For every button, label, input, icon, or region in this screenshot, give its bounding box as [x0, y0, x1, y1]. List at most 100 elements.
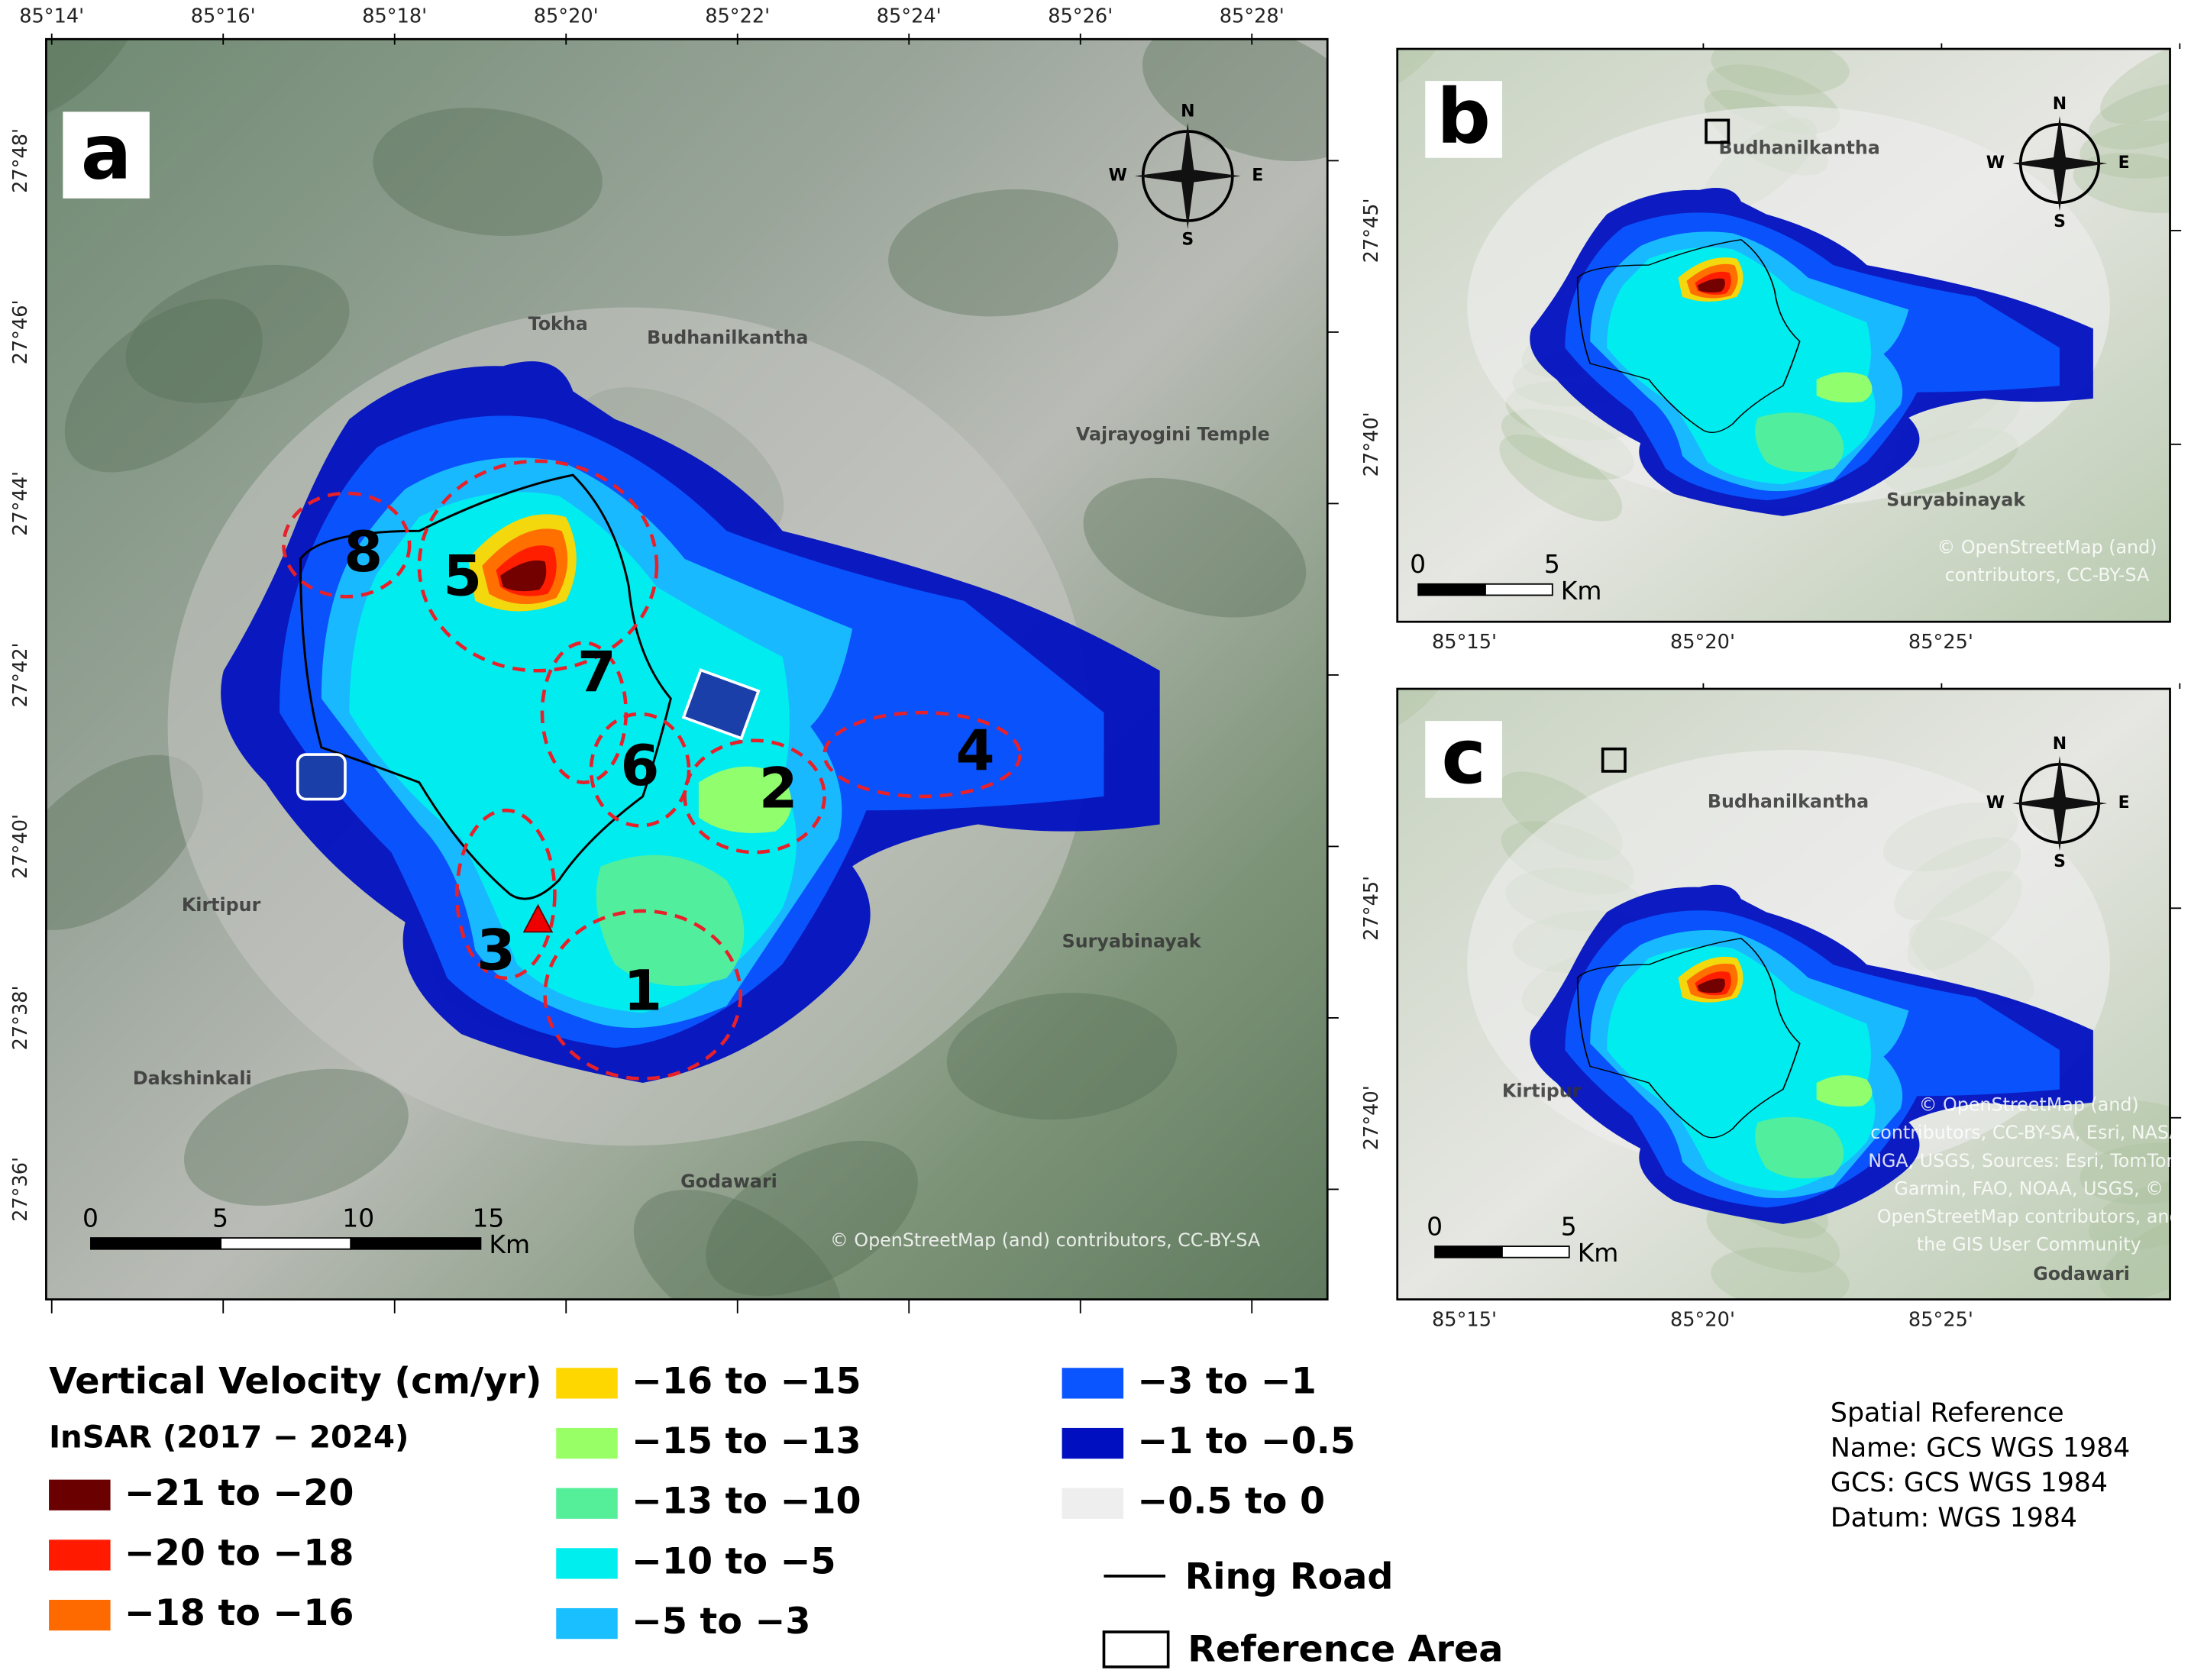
legend-swatch: [556, 1427, 618, 1459]
lon-tick-label: 85°22': [705, 5, 770, 27]
place-name: Budhanilkantha: [1719, 137, 1880, 158]
zone-outline: [589, 712, 691, 828]
compass-letter: S: [2054, 852, 2066, 871]
scale-unit: Km: [1561, 576, 1602, 606]
terrain-shade: [2080, 120, 2170, 179]
zone-label: 5: [443, 544, 482, 609]
lat-tick-label: 27°36': [9, 1157, 32, 1222]
place-name: Kirtipur: [182, 894, 261, 916]
legend-label: −1 to −0.5: [1137, 1420, 1356, 1462]
lon-tick-label: 85°25': [1908, 1308, 1973, 1331]
scale-label: 15: [472, 1203, 504, 1233]
deformation-layer: [1530, 884, 2093, 1224]
panel-frame: [1396, 47, 2171, 623]
attribution: contributors, CC-BY-SA: [1945, 564, 2150, 586]
terrain-shade: [2073, 1100, 2170, 1164]
terrain-shade: [1711, 1247, 1850, 1300]
lon-tick-label: 85°15': [1432, 1308, 1497, 1331]
legend-swatch: [556, 1607, 618, 1640]
compass-rose: [2012, 755, 2108, 851]
terrain-shade: [633, 1190, 842, 1300]
place-name: Dakshinkali: [133, 1068, 252, 1089]
lat-tick-label: 27°45': [1360, 876, 1383, 941]
compass-letter: E: [2118, 153, 2130, 173]
terrain-shade: [2089, 82, 2170, 150]
lon-tick-label: 85°25': [1908, 631, 1973, 654]
legend-swatch: [556, 1548, 618, 1579]
panel-label: a: [81, 109, 132, 197]
lon-tick-label: 85°24': [877, 5, 942, 27]
zone-label: 7: [577, 641, 616, 706]
scale-segment: [220, 1237, 352, 1250]
scale-label: 0: [1427, 1211, 1443, 1241]
terrain-shade: [2099, 1215, 2170, 1300]
panel-label-box: [63, 111, 150, 199]
velocity-area: [1697, 278, 1725, 292]
lon-tick-label: 85°20': [1670, 1308, 1735, 1331]
zone-label: 4: [956, 719, 995, 783]
velocity-area: [1697, 978, 1725, 993]
compass-letter: N: [1181, 102, 1194, 121]
scale-segment: [1501, 1245, 1570, 1258]
lat-tick-label: 27°40': [1360, 412, 1383, 477]
bus-icon: [296, 753, 347, 801]
lat-tick-label: 27°48': [9, 128, 32, 193]
zone-outline: [540, 641, 629, 784]
velocity-area: [500, 560, 547, 592]
terrain-shade: [2073, 153, 2170, 213]
ring-road: [1576, 239, 1801, 433]
compass-letter: W: [1986, 793, 2005, 813]
legend-label: −18 to −16: [124, 1592, 354, 1634]
compass-letter: E: [1252, 166, 1263, 186]
site-marker: [522, 903, 554, 933]
zone-outline: [455, 808, 557, 981]
legend-title: Vertical Velocity (cm/yr): [49, 1360, 541, 1402]
legend-subtitle: InSAR (2017 − 2024): [49, 1420, 409, 1455]
compass-letter: S: [2054, 212, 2066, 231]
scale-label: 5: [212, 1203, 228, 1233]
zone-label: 8: [344, 520, 383, 585]
deformation-layer: [1530, 187, 2093, 516]
lat-tick-label: 27°42': [9, 642, 32, 707]
spatial-reference: Name: GCS WGS 1984: [1831, 1433, 2130, 1463]
lon-tick-label: 85°15': [1432, 631, 1497, 654]
place-name: Suryabinayak: [1062, 931, 1202, 952]
spatial-reference: GCS: GCS WGS 1984: [1831, 1468, 2108, 1498]
spatial-reference: Spatial Reference: [1831, 1398, 2064, 1429]
terrain-shade: [946, 993, 1178, 1120]
zone-outline: [822, 710, 1022, 799]
terrain-shade: [1083, 477, 1307, 618]
compass-letter: S: [1181, 231, 1194, 250]
attribution: contributors, CC-BY-SA, Esri, NASA,: [1870, 1122, 2187, 1143]
terrain-shade: [373, 108, 603, 236]
map-panel: Budhanilkantha Suryabinayak b N E S W 0 5Km © Ope…: [1360, 43, 2182, 654]
terrain-shade: [125, 264, 350, 403]
zone-label: 1: [623, 959, 662, 1024]
deformation-layer: [221, 361, 1160, 1083]
legend-swatch: [1062, 1368, 1124, 1399]
lat-tick-label: 27°45': [1360, 198, 1383, 263]
terrain-shade: [46, 754, 203, 930]
zone-outline: [543, 909, 743, 1081]
terrain-shade: [706, 1140, 918, 1297]
scale-segment: [350, 1237, 482, 1250]
attribution: OpenStreetMap contributors, and: [1877, 1206, 2181, 1227]
scale-segment: [90, 1237, 222, 1250]
ring-road: [299, 473, 672, 900]
compass-letter: N: [2053, 95, 2067, 114]
panel-frame: [1396, 687, 2171, 1300]
panel-label: c: [1441, 713, 1486, 801]
scale-unit: Km: [1578, 1238, 1619, 1268]
velocity-area: [1816, 372, 1873, 403]
map-content: [1397, 49, 2170, 622]
legend-label: −15 to −13: [632, 1420, 861, 1462]
legend: Vertical Velocity (cm/yr) InSAR (2017 − 2…: [49, 1360, 1503, 1671]
lat-tick-label: 27°44': [9, 471, 32, 536]
attribution: the GIS User Community: [1917, 1234, 2141, 1255]
zone-label: 2: [759, 756, 798, 821]
legend-label: −5 to −3: [632, 1601, 810, 1643]
terrain-shade: [64, 299, 263, 473]
